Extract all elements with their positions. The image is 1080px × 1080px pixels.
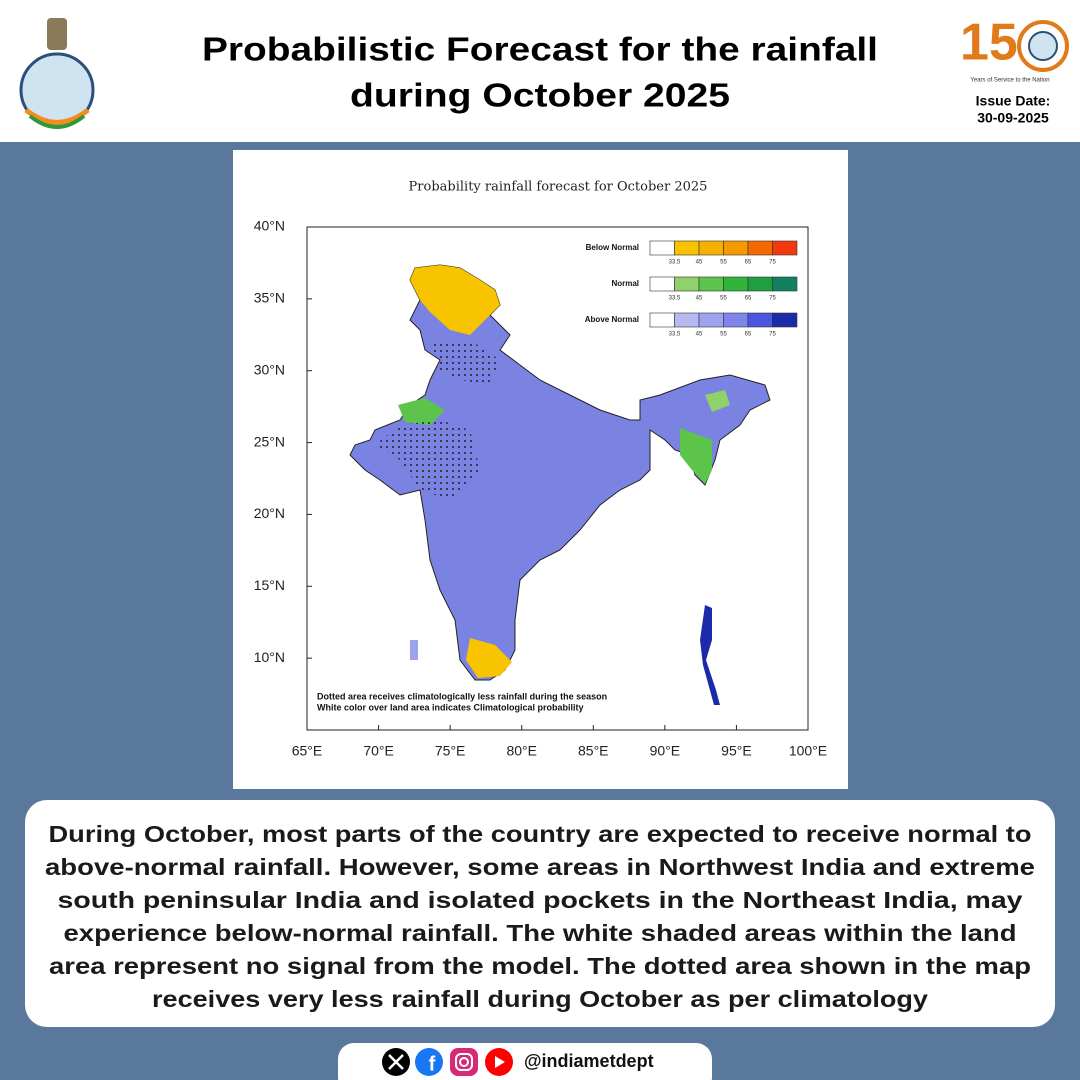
legend-swatch bbox=[747, 312, 773, 328]
legend-tick: 65 bbox=[745, 296, 752, 302]
map-title: Probability rainfall forecast for Octobe… bbox=[409, 180, 708, 195]
andaman-islands bbox=[700, 605, 720, 705]
normal-northeast bbox=[705, 390, 730, 412]
social-handle: @indiametdept bbox=[524, 1051, 654, 1071]
lon-tick-label: 100°E bbox=[789, 743, 827, 759]
legend-tick: 55 bbox=[720, 332, 727, 338]
legend-swatch bbox=[772, 240, 798, 256]
lat-tick-label: 20°N bbox=[254, 505, 285, 521]
header-title: Probabilistic Forecast for the rainfall bbox=[202, 31, 878, 68]
legend-swatch bbox=[772, 312, 798, 328]
normal-northwest bbox=[398, 398, 445, 425]
legend-tick: 45 bbox=[696, 332, 703, 338]
social-icons: f bbox=[382, 1048, 513, 1076]
imd-emblem bbox=[19, 18, 95, 129]
normal-northeast bbox=[680, 428, 712, 484]
lakshadweep bbox=[410, 640, 418, 660]
lon-tick-label: 70°E bbox=[363, 743, 394, 759]
body-line: south peninsular India and isolated pock… bbox=[58, 887, 1023, 913]
legend-swatch bbox=[723, 276, 749, 292]
text-box bbox=[25, 800, 1055, 1027]
legend-swatch bbox=[747, 276, 773, 292]
lon-tick-label: 65°E bbox=[292, 743, 323, 759]
lat-tick-label: 30°N bbox=[254, 361, 285, 377]
legend-swatch bbox=[649, 312, 675, 328]
lat-tick-label: 15°N bbox=[254, 577, 285, 593]
legend-tick: 33.5 bbox=[669, 332, 681, 338]
body-text: During October, most parts of the countr… bbox=[45, 821, 1035, 1012]
legend-tick: 65 bbox=[745, 332, 752, 338]
legend-swatch bbox=[723, 240, 749, 256]
legend-swatch bbox=[674, 312, 700, 328]
lon-tick-label: 85°E bbox=[578, 743, 609, 759]
legend-swatch bbox=[674, 240, 700, 256]
legend-swatch bbox=[747, 240, 773, 256]
legend-tick: 65 bbox=[745, 260, 752, 266]
lat-tick-label: 40°N bbox=[254, 218, 285, 234]
legend-tick: 75 bbox=[769, 332, 776, 338]
body-line: above-normal rainfall. However, some are… bbox=[45, 854, 1035, 880]
body-line: area represent no signal from the model.… bbox=[49, 953, 1031, 979]
dotted-area bbox=[430, 340, 500, 385]
dotted-area bbox=[375, 420, 480, 500]
body-line: experience below-normal rainfall. The wh… bbox=[64, 920, 1017, 946]
legend-swatch bbox=[698, 276, 724, 292]
map-plot: Below Normal 33.5 45 55 65 75 Normal 33.5 45 55 65… bbox=[306, 226, 809, 731]
lat-tick-label: 25°N bbox=[254, 433, 285, 449]
legend-tick: 33.5 bbox=[669, 296, 681, 302]
legend-label: Normal bbox=[611, 279, 639, 288]
lon-tick-label: 95°E bbox=[721, 743, 752, 759]
body-line: During October, most parts of the countr… bbox=[49, 821, 1032, 847]
body-line: receives very less rainfall during Octob… bbox=[152, 986, 928, 1012]
legend-swatch bbox=[772, 276, 798, 292]
legend-swatch bbox=[649, 240, 675, 256]
legend-label: Above Normal bbox=[585, 315, 639, 324]
legend-swatch bbox=[649, 276, 675, 292]
logo-caption: Years of Service to the Nation bbox=[970, 78, 1049, 84]
below-normal-south bbox=[466, 638, 512, 678]
legend: Below Normal 33.5 45 55 65 75 Normal 33.5 45 55 65… bbox=[585, 240, 798, 338]
issue-date-label: Issue Date: bbox=[976, 93, 1051, 109]
lon-tick-label: 75°E bbox=[435, 743, 466, 759]
header-title: during October 2025 bbox=[350, 77, 730, 114]
legend-swatch bbox=[674, 276, 700, 292]
map-note: White color over land area indicates Cli… bbox=[317, 702, 584, 712]
map-note: Dotted area receives climatologically le… bbox=[317, 691, 607, 701]
logo-number: 15 bbox=[960, 14, 1018, 72]
legend-tick: 33.5 bbox=[669, 260, 681, 266]
lat-tick-label: 10°N bbox=[254, 649, 285, 665]
lon-tick-label: 80°E bbox=[506, 743, 537, 759]
legend-tick: 45 bbox=[696, 260, 703, 266]
lat-tick-label: 35°N bbox=[254, 290, 285, 306]
issue-date: 30-09-2025 bbox=[977, 110, 1049, 126]
legend-tick: 75 bbox=[769, 296, 776, 302]
header-band bbox=[0, 0, 1080, 142]
legend-tick: 75 bbox=[769, 260, 776, 266]
legend-swatch bbox=[698, 240, 724, 256]
legend-label: Below Normal bbox=[586, 243, 639, 252]
legend-tick: 45 bbox=[696, 296, 703, 302]
legend-swatch bbox=[723, 312, 749, 328]
legend-swatch bbox=[698, 312, 724, 328]
lon-tick-label: 90°E bbox=[650, 743, 681, 759]
below-normal-north bbox=[410, 265, 500, 335]
legend-tick: 55 bbox=[720, 296, 727, 302]
anniversary-logo: 15 Years of Service to the Nation bbox=[960, 14, 1069, 84]
legend-tick: 55 bbox=[720, 260, 727, 266]
svg-text:f: f bbox=[429, 1053, 436, 1075]
